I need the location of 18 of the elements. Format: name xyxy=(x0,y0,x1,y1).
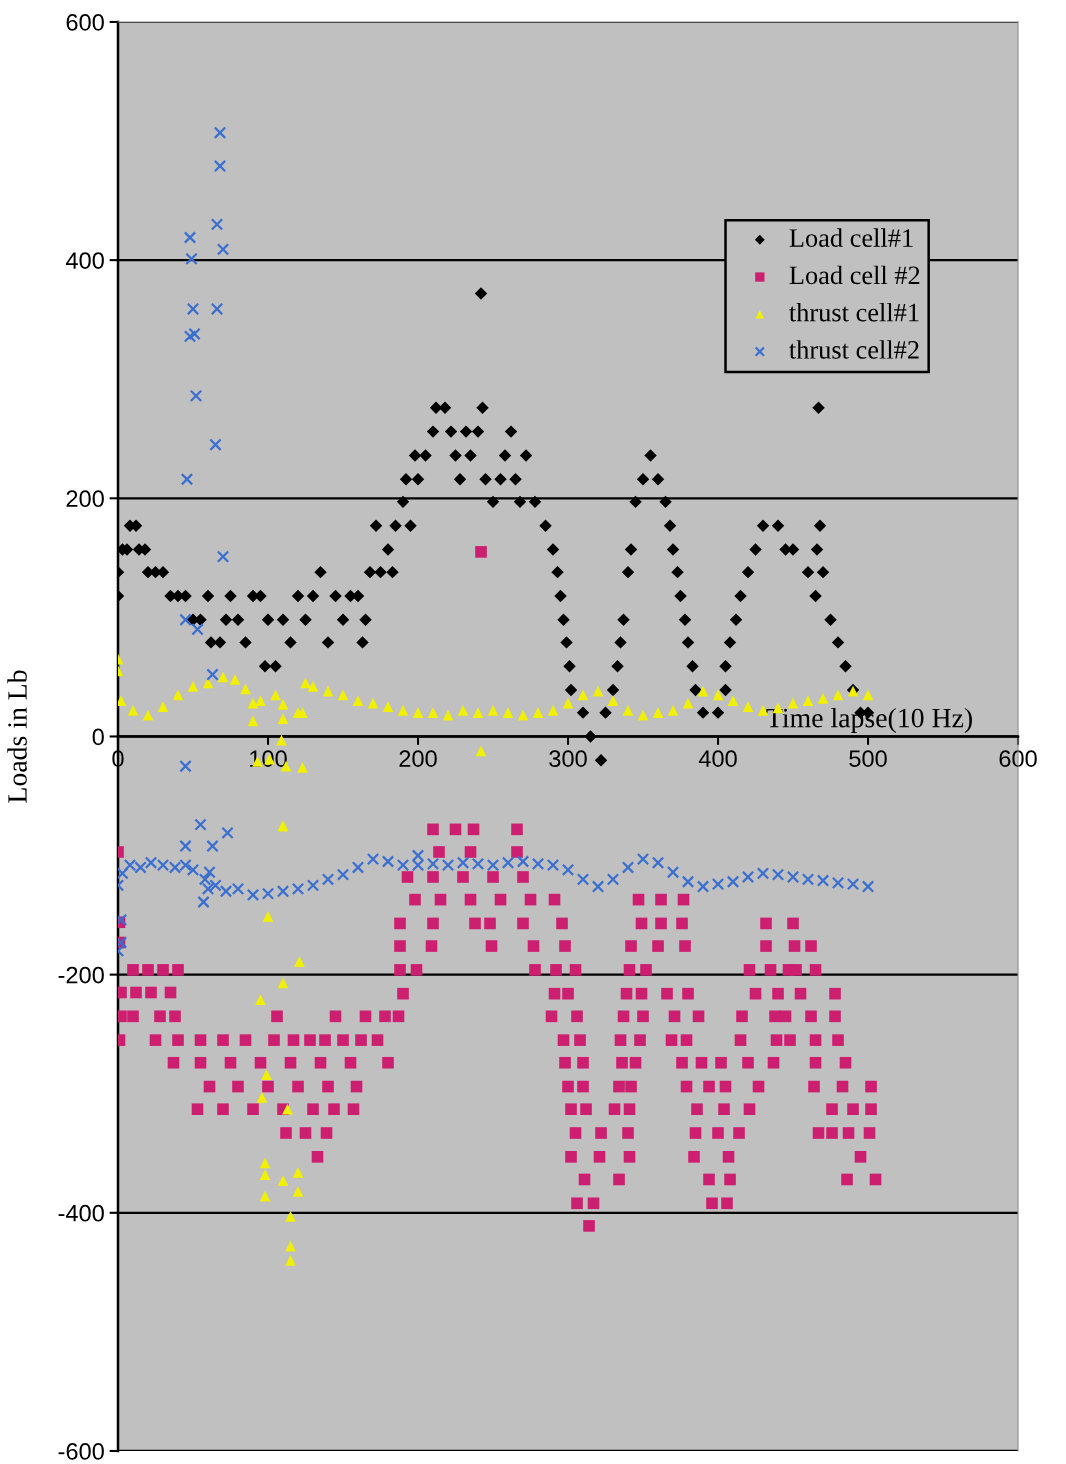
y-tick-label: 400 xyxy=(65,252,104,269)
x-tick-label: 200 xyxy=(399,750,437,767)
x-axis-title: Time lapse(10 Hz) xyxy=(766,707,972,734)
x-tick-label: 600 xyxy=(999,750,1037,767)
y-axis-title: Loads in Lb xyxy=(7,670,27,803)
x-tick-label: 300 xyxy=(549,750,587,767)
legend-label: Load cell#1 xyxy=(789,228,913,247)
y-tick-label: 0 xyxy=(92,728,104,746)
y-tick-label: -400 xyxy=(58,1204,104,1222)
x-tick-label: 500 xyxy=(849,750,887,767)
legend-label: thrust cell#1 xyxy=(789,302,919,322)
x-tick-label: 400 xyxy=(698,750,737,767)
y-tick-label: -600 xyxy=(58,1443,104,1460)
legend-label: Load cell #2 xyxy=(789,265,920,285)
y-tick-label: 600 xyxy=(66,14,104,31)
legend-label: thrust cell#2 xyxy=(789,340,919,359)
y-tick-label: -200 xyxy=(58,966,104,984)
y-tick-label: 200 xyxy=(66,490,104,508)
